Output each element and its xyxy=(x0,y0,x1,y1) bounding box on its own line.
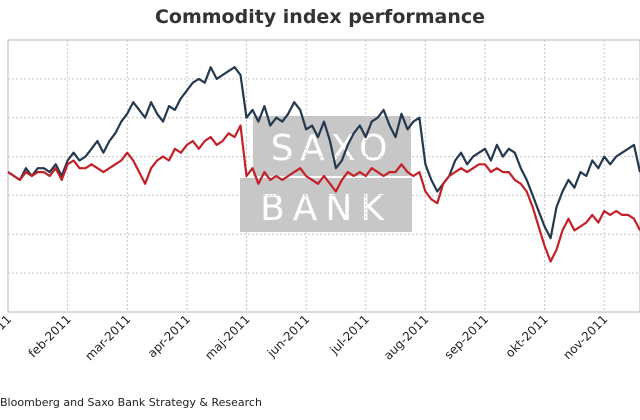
x-tick-label: aug-2011 xyxy=(381,312,432,363)
x-tick-label: mar-2011 xyxy=(82,312,133,363)
watermark-text-bottom: BANK xyxy=(260,188,392,229)
chart-title: Commodity index performance xyxy=(154,6,486,28)
series-line-1 xyxy=(7,66,640,240)
x-tick-label: maj-2011 xyxy=(202,312,252,362)
plot-border xyxy=(7,39,640,313)
x-tick-label: jan-2011 xyxy=(0,312,14,360)
x-tick-label: jun-2011 xyxy=(264,312,312,360)
watermark: SAXO BANK xyxy=(240,116,412,232)
x-tick-label: jul-2011 xyxy=(326,312,371,357)
x-tick-label: nov-2011 xyxy=(560,312,610,362)
series-line-2 xyxy=(7,124,640,263)
x-tick-labels: jan-2011 feb-2011 mar-2011 apr-2011 maj-2011… xyxy=(0,312,610,363)
x-tick-label: feb-2011 xyxy=(26,312,74,360)
x-tick-label: okt-2011 xyxy=(503,312,551,360)
x-tick-label: sep-2011 xyxy=(442,312,492,362)
series-lines xyxy=(7,66,640,263)
watermark-box-bottom xyxy=(240,178,412,232)
x-tick-label: apr-2011 xyxy=(145,312,193,360)
source-note: Bloomberg and Saxo Bank Strategy & Resea… xyxy=(0,396,262,409)
